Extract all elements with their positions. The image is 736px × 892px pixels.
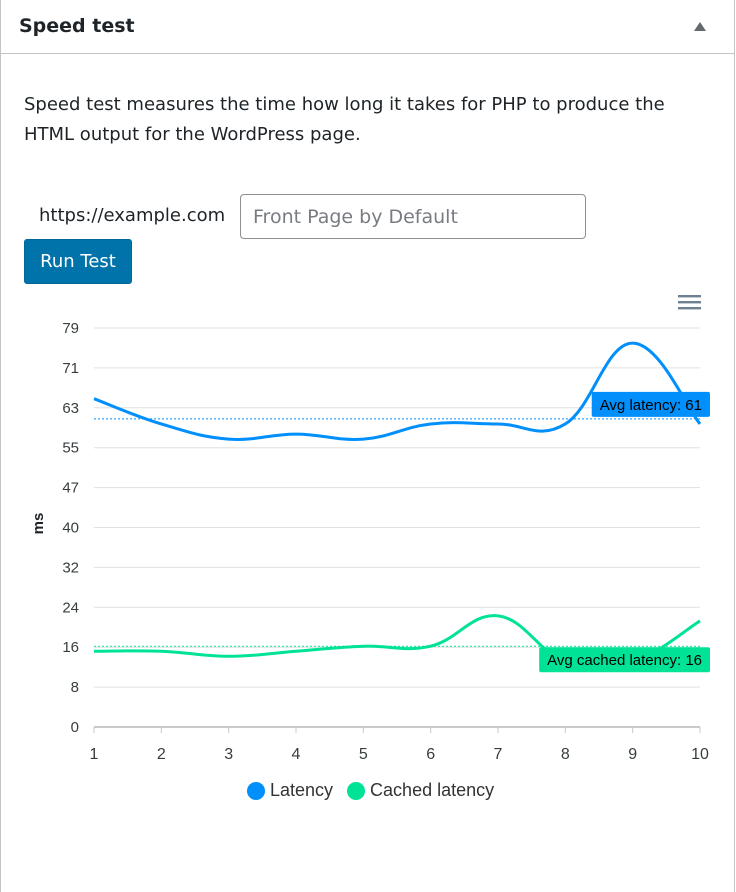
chart-axes: 0 8 16 24 32 40 47 55 63 71 79 1 2 3 4 5 6 7 8 9 10 ms: [30, 320, 709, 763]
x-tick-label: 1: [90, 746, 99, 763]
menu-bar: [678, 301, 701, 304]
page-path-input[interactable]: [240, 194, 586, 239]
legend-marker-cached-latency: [347, 781, 366, 800]
x-tick-label: 5: [359, 746, 368, 763]
legend-label-cached-latency: Cached latency: [370, 780, 495, 800]
average-label: Avg latency: 61: [600, 397, 702, 414]
x-tick-label: 7: [494, 746, 503, 763]
x-tick-label: 3: [224, 746, 233, 763]
chart-legend: Latency Cached latency: [247, 780, 508, 801]
average-label: Avg cached latency: 16: [547, 652, 702, 669]
panel-title: Speed test: [19, 15, 135, 37]
y-tick-label: 24: [62, 599, 79, 616]
panel-description: Speed test measures the time how long it…: [24, 94, 665, 145]
y-tick-label: 55: [62, 440, 79, 457]
y-tick-label: 79: [62, 320, 79, 337]
y-tick-label: 32: [62, 559, 79, 576]
x-tick-label: 8: [561, 746, 570, 763]
y-tick-label: 8: [71, 679, 79, 696]
average-lines: [94, 418, 700, 647]
average-label-box: [539, 647, 710, 673]
menu-bar: [678, 295, 701, 298]
legend-item-latency[interactable]: Latency: [247, 780, 333, 801]
y-tick-label: 0: [71, 719, 79, 736]
x-tick-label: 2: [157, 746, 166, 763]
average-label-box: [591, 391, 710, 417]
y-axis-title: ms: [30, 513, 47, 535]
chart-annotations: Avg latency: 61 Avg cached latency: 16: [539, 391, 710, 673]
chart-series: [93, 341, 702, 670]
legend-marker-latency: [247, 781, 265, 800]
x-tick-label: 10: [691, 746, 709, 763]
latency-chart: 0 8 16 24 32 40 47 55 63 71 79 1 2 3 4 5 6 7 8 9 10 ms Avg la…: [1, 285, 736, 815]
chart-svg: 0 8 16 24 32 40 47 55 63 71 79 1 2 3 4 5 6 7 8 9 10 ms Avg la…: [30, 295, 710, 763]
legend-item-cached-latency[interactable]: Cached latency: [347, 780, 494, 801]
panel-header[interactable]: Speed test: [1, 0, 734, 54]
x-tick-label: 9: [628, 746, 637, 763]
y-tick-label: 71: [62, 360, 79, 377]
legend-label-latency: Latency: [270, 780, 334, 800]
menu-bar: [678, 307, 701, 310]
chart-grid: [94, 327, 700, 728]
y-tick-label: 16: [62, 639, 79, 656]
x-tick-label: 6: [426, 746, 435, 763]
caret-up-icon[interactable]: [694, 22, 706, 31]
y-tick-label: 47: [62, 480, 79, 497]
y-tick-label: 40: [62, 520, 79, 537]
run-test-button[interactable]: Run Test: [24, 239, 132, 284]
site-url-prefix: https://example.com: [39, 205, 226, 226]
hamburger-menu-icon[interactable]: [678, 295, 701, 310]
x-tick-label: 4: [292, 746, 301, 763]
y-tick-label: 63: [62, 400, 79, 417]
latency-line: [93, 341, 702, 441]
